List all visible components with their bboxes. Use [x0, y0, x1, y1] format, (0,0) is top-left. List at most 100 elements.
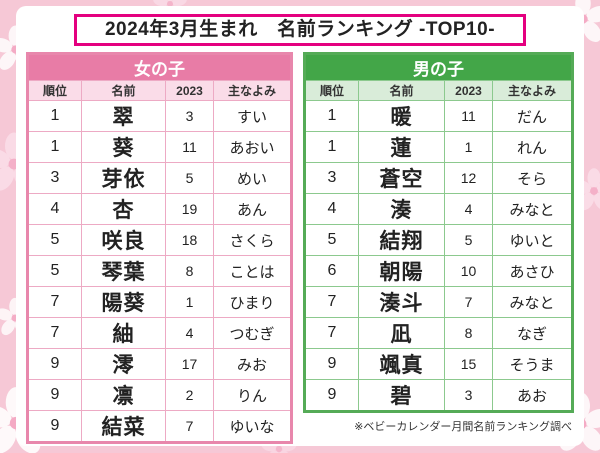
column-header-reading: 主なよみ — [492, 80, 573, 101]
content-panel: 2024年3月生まれ 名前ランキング -TOP10- 女の子 順位 名前 202… — [16, 6, 584, 446]
rank-cell: 7 — [304, 317, 359, 349]
table-row: 1 翠 3 すい — [27, 100, 292, 132]
year2023-cell: 7 — [165, 410, 214, 443]
rank-cell: 1 — [27, 131, 82, 163]
reading-cell: そら — [492, 162, 573, 194]
rank-cell: 7 — [27, 317, 82, 349]
table-row: 7 紬 4 つむぎ — [27, 317, 292, 349]
name-cell: 陽葵 — [81, 286, 166, 318]
boys-ranking-table: 男の子 順位 名前 2023 主なよみ 1 暖 11 だん 1 蓮 1 れん 3 蒼空 12 そら 4 湊… — [303, 52, 574, 413]
column-header-2023: 2023 — [444, 80, 493, 101]
rank-cell: 9 — [304, 348, 359, 380]
reading-cell: りん — [213, 379, 292, 411]
table-row: 6 朝陽 10 あさひ — [304, 255, 573, 287]
name-cell: 湊 — [358, 193, 445, 225]
reading-cell: あん — [213, 193, 292, 225]
boys-column: 男の子 順位 名前 2023 主なよみ 1 暖 11 だん 1 蓮 1 れん 3 蒼空 12 そら 4 湊… — [303, 52, 574, 444]
rank-cell: 9 — [27, 379, 82, 411]
year2023-cell: 3 — [444, 379, 493, 412]
ranking-tables: 女の子 順位 名前 2023 主なよみ 1 翠 3 すい 1 葵 11 あおい 3 芽依 5 めい 4 杏… — [16, 52, 584, 444]
column-header-name: 名前 — [81, 80, 166, 101]
rank-cell: 3 — [304, 162, 359, 194]
girls-table-header: 女の子 — [27, 53, 292, 81]
rank-cell: 5 — [304, 224, 359, 256]
reading-cell: そうま — [492, 348, 573, 380]
name-cell: 咲良 — [81, 224, 166, 256]
name-cell: 結翔 — [358, 224, 445, 256]
year2023-cell: 4 — [165, 317, 214, 349]
rank-cell: 1 — [304, 100, 359, 132]
year2023-cell: 2 — [165, 379, 214, 411]
name-cell: 湊斗 — [358, 286, 445, 318]
boys-table-body: 1 暖 11 だん 1 蓮 1 れん 3 蒼空 12 そら 4 湊 4 みなと 5 結翔 5 ゆいと 6 朝陽 10 あさひ 7… — [304, 100, 573, 412]
year2023-cell: 3 — [165, 100, 214, 132]
table-row: 5 結翔 5 ゆいと — [304, 224, 573, 256]
name-cell: 結菜 — [81, 410, 166, 443]
table-row: 7 湊斗 7 みなと — [304, 286, 573, 318]
rank-cell: 5 — [27, 224, 82, 256]
year2023-cell: 5 — [165, 162, 214, 194]
table-row: 1 暖 11 だん — [304, 100, 573, 132]
rank-cell: 4 — [304, 193, 359, 225]
reading-cell: なぎ — [492, 317, 573, 349]
reading-cell: ひまり — [213, 286, 292, 318]
rank-cell: 1 — [27, 100, 82, 132]
reading-cell: つむぎ — [213, 317, 292, 349]
year2023-cell: 1 — [444, 131, 493, 163]
column-header-rank: 順位 — [304, 80, 359, 101]
reading-cell: すい — [213, 100, 292, 132]
year2023-cell: 11 — [165, 131, 214, 163]
name-cell: 葵 — [81, 131, 166, 163]
table-row: 1 蓮 1 れん — [304, 131, 573, 163]
reading-cell: あお — [492, 379, 573, 412]
rank-cell: 9 — [27, 348, 82, 380]
name-cell: 朝陽 — [358, 255, 445, 287]
reading-cell: みなと — [492, 193, 573, 225]
reading-cell: ゆいと — [492, 224, 573, 256]
reading-cell: だん — [492, 100, 573, 132]
name-cell: 凪 — [358, 317, 445, 349]
year2023-cell: 19 — [165, 193, 214, 225]
page-title: 2024年3月生まれ 名前ランキング -TOP10- — [74, 14, 526, 46]
footnote: ※ベビーカレンダー月間名前ランキング調べ — [354, 421, 572, 433]
name-cell: 芽依 — [81, 162, 166, 194]
year2023-cell: 7 — [444, 286, 493, 318]
reading-cell: あさひ — [492, 255, 573, 287]
boys-table-header: 男の子 — [304, 53, 573, 81]
year2023-cell: 11 — [444, 100, 493, 132]
year2023-cell: 12 — [444, 162, 493, 194]
year2023-cell: 8 — [444, 317, 493, 349]
name-cell: 琴葉 — [81, 255, 166, 287]
year2023-cell: 5 — [444, 224, 493, 256]
rank-cell: 1 — [304, 131, 359, 163]
name-cell: 紬 — [81, 317, 166, 349]
reading-cell: ことは — [213, 255, 292, 287]
name-cell: 蒼空 — [358, 162, 445, 194]
reading-cell: みお — [213, 348, 292, 380]
reading-cell: れん — [492, 131, 573, 163]
name-cell: 碧 — [358, 379, 445, 412]
name-cell: 杏 — [81, 193, 166, 225]
table-row: 5 咲良 18 さくら — [27, 224, 292, 256]
table-row: 7 凪 8 なぎ — [304, 317, 573, 349]
reading-cell: ゆいな — [213, 410, 292, 443]
table-row: 9 結菜 7 ゆいな — [27, 410, 292, 443]
table-row: 9 凛 2 りん — [27, 379, 292, 411]
rank-cell: 9 — [304, 379, 359, 412]
table-row: 1 葵 11 あおい — [27, 131, 292, 163]
table-row: 9 碧 3 あお — [304, 379, 573, 412]
reading-cell: めい — [213, 162, 292, 194]
year2023-cell: 18 — [165, 224, 214, 256]
rank-cell: 7 — [304, 286, 359, 318]
column-header-name: 名前 — [358, 80, 445, 101]
name-cell: 翠 — [81, 100, 166, 132]
table-row: 3 蒼空 12 そら — [304, 162, 573, 194]
name-cell: 蓮 — [358, 131, 445, 163]
year2023-cell: 1 — [165, 286, 214, 318]
year2023-cell: 10 — [444, 255, 493, 287]
year2023-cell: 4 — [444, 193, 493, 225]
table-row: 4 湊 4 みなと — [304, 193, 573, 225]
table-row: 4 杏 19 あん — [27, 193, 292, 225]
rank-cell: 5 — [27, 255, 82, 287]
